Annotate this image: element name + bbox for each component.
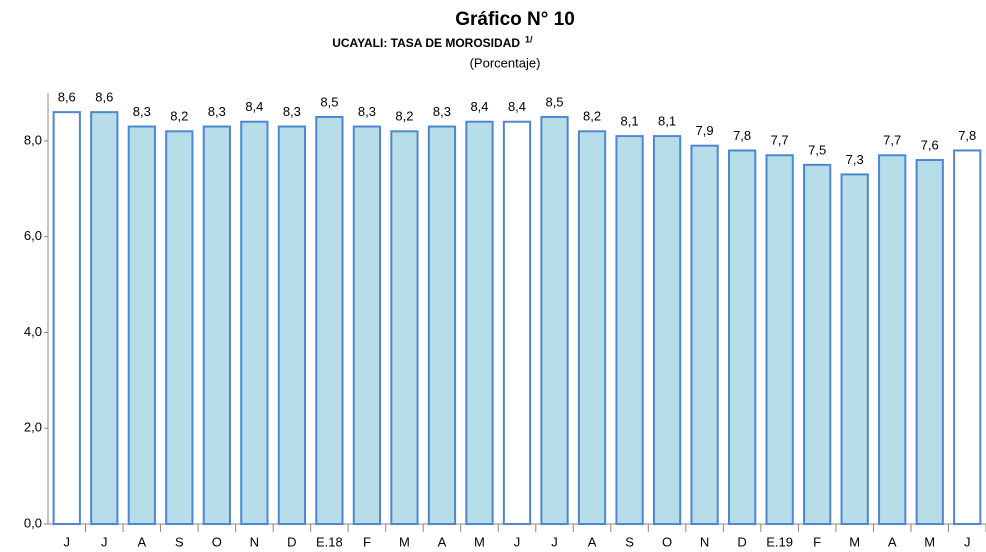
value-label: 8,2 (583, 109, 601, 124)
value-label: 7,5 (808, 142, 826, 157)
value-label: 8,1 (658, 114, 676, 129)
bar (277, 125, 307, 526)
value-label: 8,3 (208, 104, 226, 119)
value-label: 8,6 (58, 90, 76, 105)
x-tick-label: N (700, 534, 709, 549)
x-tick-label: F (363, 534, 371, 549)
x-tick-label: E.18 (316, 534, 343, 549)
value-label: 8,4 (470, 99, 488, 114)
y-tick-label: 2,0 (24, 420, 42, 435)
x-tick-label: A (137, 534, 146, 549)
bar (390, 130, 419, 526)
x-tick-label: D (737, 534, 746, 549)
value-label: 7,8 (958, 128, 976, 143)
x-tick-label: S (625, 534, 634, 549)
bar (953, 149, 982, 525)
value-label: 7,7 (771, 133, 789, 148)
bar (52, 111, 81, 526)
bar (202, 125, 231, 526)
bar (652, 135, 682, 525)
x-tick-label: O (662, 534, 672, 549)
value-label: 8,3 (358, 104, 376, 119)
y-tick-label: 8,0 (24, 132, 42, 147)
value-label: 7,7 (883, 133, 901, 148)
x-tick-label: O (212, 534, 222, 549)
x-tick-label: A (588, 534, 597, 549)
value-label: 8,3 (433, 104, 451, 119)
value-label: 8,2 (395, 109, 413, 124)
value-label: 8,4 (508, 99, 526, 114)
bar (502, 120, 532, 525)
x-tick-label: M (924, 534, 935, 549)
x-tick-label: M (399, 534, 410, 549)
x-tick-label: J (551, 534, 558, 549)
x-tick-label: A (888, 534, 897, 549)
subtitle-note: 1/ (525, 34, 533, 44)
value-label: 8,3 (133, 104, 151, 119)
x-tick-label: D (287, 534, 296, 549)
value-label: 8,3 (283, 104, 301, 119)
x-tick-label: J (101, 534, 108, 549)
bar (840, 173, 869, 526)
bar (577, 130, 607, 526)
y-tick-label: 4,0 (24, 324, 42, 339)
value-label: 8,1 (621, 114, 639, 129)
bar (803, 163, 832, 525)
bar (465, 120, 494, 525)
value-label: 8,4 (245, 99, 263, 114)
x-tick-label: E.19 (766, 534, 793, 549)
unit-label: (Porcentaje) (470, 55, 541, 70)
x-tick-label: J (64, 534, 71, 549)
bar (878, 154, 907, 525)
bar (727, 149, 757, 525)
x-tick-label: M (474, 534, 485, 549)
x-tick-label: J (514, 534, 521, 549)
bar (165, 130, 194, 526)
bar (615, 135, 644, 525)
bar (352, 125, 382, 526)
value-label: 7,8 (733, 128, 751, 143)
x-tick-label: M (849, 534, 860, 549)
chart-subtitle: UCAYALI: TASA DE MOROSIDAD (332, 36, 520, 50)
y-tick-label: 0,0 (24, 515, 42, 530)
value-label: 8,2 (170, 109, 188, 124)
value-label: 7,6 (921, 137, 939, 152)
bar (765, 154, 794, 525)
bar (90, 111, 119, 526)
x-tick-label: N (250, 534, 259, 549)
bar (127, 125, 156, 526)
bar (690, 144, 719, 526)
bar (240, 120, 269, 525)
y-tick-label: 6,0 (24, 228, 42, 243)
value-label: 8,5 (320, 94, 338, 109)
value-label: 7,9 (696, 123, 714, 138)
x-tick-label: J (964, 534, 971, 549)
bar (315, 115, 344, 525)
value-label: 8,6 (95, 90, 113, 105)
bar (540, 115, 569, 525)
x-tick-label: A (438, 534, 447, 549)
value-label: 8,5 (545, 94, 563, 109)
x-tick-label: F (813, 534, 821, 549)
bar (427, 125, 457, 526)
chart-title: Gráfico N° 10 (455, 9, 575, 30)
value-label: 7,3 (846, 152, 864, 167)
bar (915, 159, 944, 526)
x-tick-label: S (175, 534, 184, 549)
